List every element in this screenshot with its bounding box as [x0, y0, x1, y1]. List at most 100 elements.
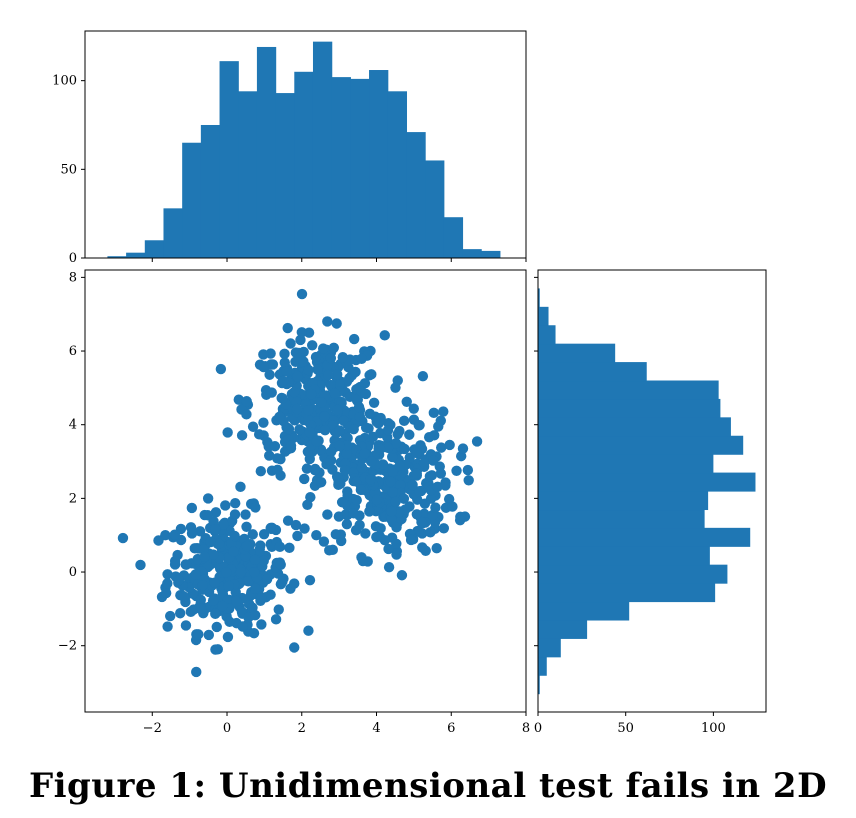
hist-bar	[538, 601, 630, 621]
scatter-point	[451, 465, 462, 476]
scatter-point	[419, 508, 430, 520]
scatter-point	[282, 322, 293, 334]
y-tick-label: 8	[69, 270, 77, 285]
scatter-point	[418, 457, 430, 469]
scatter-point	[303, 404, 314, 416]
hist-bar	[538, 656, 547, 676]
scatter-point	[407, 479, 418, 491]
scatter-point	[390, 382, 401, 393]
scatter-point	[311, 529, 322, 541]
scatter-point	[258, 555, 269, 567]
hist-bar	[425, 160, 445, 258]
scatter-point	[254, 429, 265, 440]
scatter-point	[411, 468, 422, 479]
scatter-point	[195, 594, 207, 606]
scatter-point	[394, 460, 406, 472]
hist-bar	[538, 380, 719, 400]
scatter-point	[360, 388, 372, 400]
scatter-point	[209, 577, 220, 588]
scatter-point	[258, 349, 269, 360]
x-tick-label: 100	[701, 721, 726, 736]
scatter-point	[332, 369, 343, 380]
hist-bar	[538, 472, 756, 492]
scatter-point	[371, 416, 382, 428]
scatter-point	[425, 527, 436, 538]
hist-bar	[238, 91, 258, 258]
scatter-point	[162, 578, 173, 589]
scatter-point	[398, 415, 410, 427]
hist-bar	[443, 217, 464, 258]
scatter-point	[302, 499, 313, 511]
scatter-point	[327, 464, 338, 475]
scatter-point	[256, 592, 267, 604]
scatter-point	[371, 494, 383, 505]
scatter-point	[386, 514, 397, 525]
scatter-point	[382, 442, 394, 454]
scatter-point	[285, 440, 297, 451]
hist-bar	[538, 343, 616, 363]
scatter-point	[392, 429, 403, 440]
scatter-point	[210, 507, 222, 518]
scatter-point	[417, 371, 429, 382]
scatter-point	[317, 343, 329, 354]
scatter-point	[237, 621, 248, 632]
scatter-point	[303, 364, 314, 376]
right-hist-frame	[537, 269, 767, 713]
scatter-point	[264, 369, 275, 380]
scatter-point	[411, 509, 423, 520]
scatter-point	[387, 466, 399, 477]
scatter-point	[433, 421, 444, 432]
scatter-point	[304, 574, 316, 586]
scatter-point	[193, 629, 204, 640]
scatter-point	[356, 353, 367, 364]
scatter-point	[275, 559, 286, 570]
hist-bar	[538, 546, 710, 566]
scatter-point	[266, 387, 277, 398]
scatter-point	[387, 486, 399, 498]
scatter-point	[431, 542, 442, 554]
scatter-point	[241, 540, 252, 552]
scatter-point	[405, 534, 417, 546]
scatter-point	[222, 427, 233, 438]
scatter-point	[379, 330, 390, 341]
scatter-point	[430, 502, 441, 513]
scatter-point	[229, 509, 241, 520]
scatter-point	[247, 421, 259, 432]
scatter-point	[471, 436, 483, 447]
scatter-point	[181, 559, 192, 570]
scatter-point	[323, 369, 334, 381]
hist-bar	[294, 71, 314, 258]
scatter-point	[404, 429, 415, 440]
scatter-point	[249, 567, 260, 578]
y-tick-label: 0	[69, 565, 77, 580]
y-tick-label: 100	[52, 74, 77, 89]
scatter-point	[408, 403, 419, 414]
scatter-point	[230, 498, 241, 509]
hist-bar	[538, 491, 709, 511]
x-tick-label: 6	[447, 721, 455, 736]
scatter-point	[213, 538, 225, 549]
scatter-point	[354, 411, 366, 423]
top-histogram: 0 50 100	[52, 30, 527, 266]
scatter-point	[390, 496, 401, 507]
scatter-point	[284, 542, 295, 554]
scatter-point	[311, 436, 322, 447]
hist-bar	[538, 638, 561, 658]
hist-bar	[182, 142, 202, 258]
hist-bar	[481, 250, 501, 258]
y-tick-label: 50	[60, 162, 77, 177]
scatter-point	[241, 409, 252, 420]
scatter-point	[289, 578, 300, 589]
scatter-point	[348, 424, 359, 435]
scatter-point	[160, 587, 172, 599]
scatter-point	[312, 364, 323, 375]
scatter-point	[438, 523, 450, 534]
scatter-point	[292, 530, 303, 542]
scatter-point	[365, 456, 377, 467]
scatter-point	[432, 481, 443, 493]
scatter-point	[379, 534, 391, 546]
scatter-point	[307, 340, 318, 351]
scatter-point	[310, 351, 322, 363]
scatter-point	[414, 420, 425, 431]
